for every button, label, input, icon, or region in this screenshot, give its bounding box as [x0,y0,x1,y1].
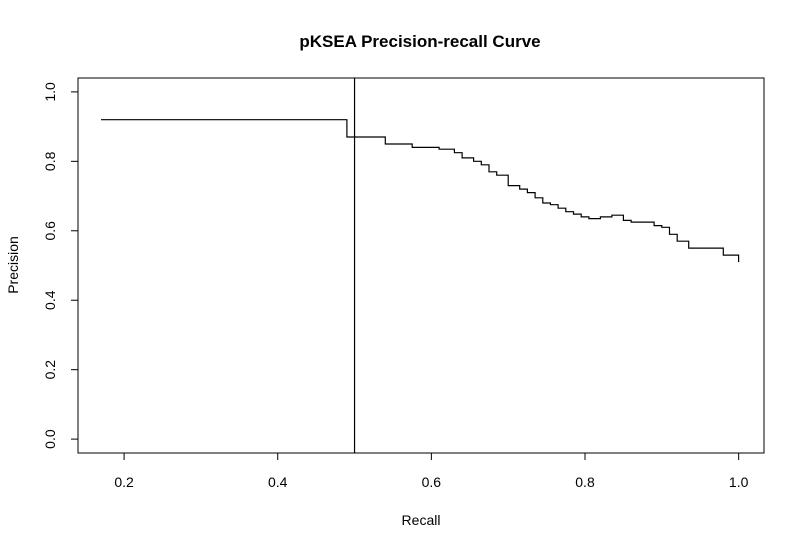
precision-recall-series-line [101,119,740,262]
x-tick-label: 1.0 [729,474,749,490]
y-tick-label: 0.4 [42,290,58,310]
y-tick-label: 0.6 [42,221,58,241]
x-tick-label: 0.6 [422,474,442,490]
x-tick-label: 0.4 [268,474,288,490]
y-tick-label: 0.0 [42,429,58,449]
x-tick-label: 0.2 [114,474,134,490]
y-axis: 0.0 0.2 0.4 0.6 0.8 1.0 [42,82,79,449]
y-tick-label: 1.0 [42,82,58,102]
y-tick-label: 0.8 [42,151,58,171]
x-axis: 0.2 0.4 0.6 0.8 1.0 [114,452,749,490]
x-axis-label: Recall [402,512,441,528]
plot-frame [77,77,765,454]
chart-title: pKSEA Precision-recall Curve [299,32,540,51]
x-tick-label: 0.8 [575,474,595,490]
y-axis-label: Precision [5,236,21,294]
y-tick-label: 0.2 [42,360,58,380]
